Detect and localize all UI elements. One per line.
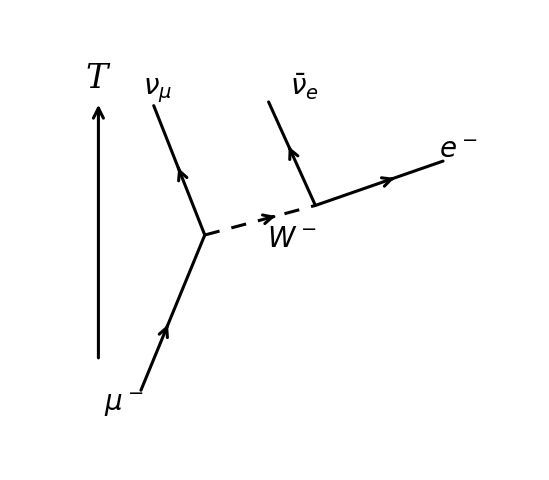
Text: $\nu_\mu$: $\nu_\mu$ [143,77,172,105]
Text: $\mu^-$: $\mu^-$ [104,391,144,419]
Text: T: T [85,62,108,95]
Text: $e^-$: $e^-$ [439,136,477,164]
Text: $\bar{\nu}_e$: $\bar{\nu}_e$ [290,72,319,102]
Text: $W^-$: $W^-$ [267,225,317,252]
